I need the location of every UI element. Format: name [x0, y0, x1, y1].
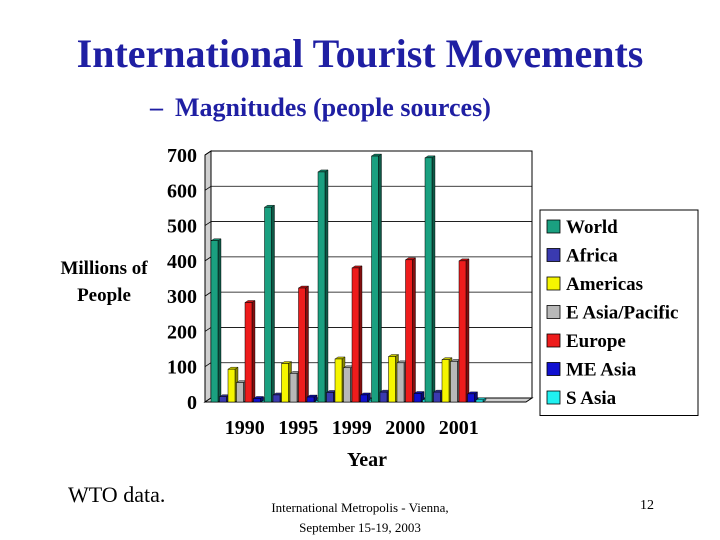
bar-side [358, 265, 363, 403]
bar-world-2000 [371, 155, 379, 403]
legend-swatch [546, 219, 561, 234]
bar-world-2001 [424, 157, 433, 403]
x-tick-label: 2001 [439, 417, 479, 439]
footer-line-1: International Metropolis - Vienna, [271, 500, 449, 515]
bar-africa-2001 [433, 391, 441, 403]
y-tick-label: 100 [167, 357, 197, 379]
gridline-depth [204, 185, 212, 191]
legend-box [539, 209, 699, 416]
slide-subtitle: – Magnitudes (people sources) [150, 92, 630, 124]
x-tick-label: 1990 [225, 417, 265, 439]
y-tick-label: 400 [167, 251, 197, 273]
bar-africa-1990 [219, 396, 227, 403]
tourist-movements-chart: 0 100 200 300 400 500 600 700 1990 1995 1999 2000 20… [60, 145, 699, 471]
x-tick-label: 2000 [385, 417, 425, 439]
slide-title: International Tourist Movements [76, 31, 644, 76]
legend-label: S Asia [566, 388, 617, 409]
bar-side [431, 155, 436, 403]
bar-me-asia-2001 [467, 393, 475, 403]
bar-world-1999 [317, 171, 326, 403]
legend-swatch [546, 362, 561, 376]
y-tick-label: 200 [167, 321, 197, 343]
bar-me-asia-1995 [306, 396, 315, 403]
bar-africa-1995 [272, 394, 281, 403]
bar-side [305, 285, 309, 403]
gridline-depth [204, 291, 212, 297]
bar-europe-2000 [405, 259, 413, 403]
y-tick-label: 500 [167, 216, 197, 238]
bar-side [324, 169, 329, 403]
legend-label: ME Asia [566, 360, 637, 381]
bar-side [412, 257, 416, 403]
gridline-depth [204, 256, 212, 262]
bar-side [217, 238, 222, 403]
y-tick-label: 600 [167, 180, 197, 202]
y-tick-label: 0 [187, 392, 197, 414]
bar-side [271, 204, 275, 403]
bar-side [378, 153, 382, 403]
bar-side [251, 300, 256, 403]
footer-line-2: September 15-19, 2003 [299, 520, 421, 535]
bar-e-asia-pacific-2000 [396, 362, 405, 403]
legend-swatch [546, 333, 561, 348]
bar-americas-2001 [441, 359, 450, 403]
legend-label: Africa [566, 246, 618, 267]
gridline-depth [204, 327, 212, 332]
legend-swatch [546, 305, 561, 319]
bar-europe-2001 [458, 260, 467, 403]
legend-label: World [566, 217, 618, 238]
x-axis-title: Year [347, 449, 387, 471]
bar-world-1990 [210, 240, 219, 403]
y-tick-label: 700 [167, 145, 197, 167]
legend-swatch [546, 390, 561, 405]
bar-me-asia-1990 [253, 398, 261, 403]
bar-americas-2000 [388, 356, 396, 403]
bar-europe-1999 [351, 267, 360, 403]
y-axis-title-line-1: Millions of [60, 258, 148, 279]
x-tick-label: 1999 [332, 417, 372, 439]
bar-side [465, 258, 470, 403]
bar-africa-2000 [379, 391, 388, 403]
bar-americas-1999 [334, 358, 343, 403]
subtitle-text: Magnitudes (people sources) [175, 93, 491, 122]
bar-e-asia-pacific-1995 [289, 373, 298, 403]
gridline-depth [204, 221, 212, 226]
footer-caption: International Metropolis - Vienna, Septe… [230, 498, 490, 538]
bar-americas-1990 [227, 368, 236, 403]
gridline-depth [204, 150, 212, 156]
source-note: WTO data. [68, 482, 166, 507]
legend-swatch [546, 248, 561, 262]
y-tick-label: 300 [167, 286, 197, 308]
gridline-depth [204, 362, 212, 368]
page-number: 12 [640, 498, 654, 513]
bar-me-asia-1999 [360, 394, 368, 403]
legend-label: Americas [566, 274, 643, 295]
bar-e-asia-pacific-1990 [236, 382, 244, 403]
bar-e-asia-pacific-1999 [343, 367, 351, 403]
y-axis-title-line-2: People [77, 285, 131, 306]
bar-europe-1990 [244, 302, 253, 403]
subtitle-dash: – [150, 93, 163, 122]
bar-africa-1999 [326, 392, 334, 403]
bar-me-asia-2000 [413, 393, 422, 403]
legend-label: Europe [566, 331, 626, 352]
bar-europe-1995 [298, 287, 306, 403]
bar-e-asia-pacific-2001 [450, 361, 458, 403]
bar-s-asia-2001 [475, 399, 484, 403]
x-tick-label: 1995 [278, 417, 318, 439]
bar-americas-1995 [281, 363, 289, 403]
bar-world-1995 [264, 206, 272, 403]
legend-swatch [546, 276, 561, 291]
legend-label: E Asia/Pacific [566, 303, 678, 324]
